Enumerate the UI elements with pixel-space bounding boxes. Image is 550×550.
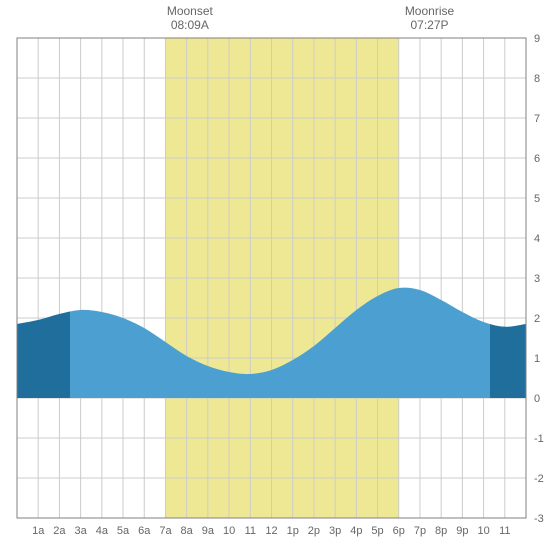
moonset-label: Moonset 08:09A bbox=[160, 4, 220, 33]
x-tick-label: 5p bbox=[371, 525, 383, 537]
moonrise-time: 07:27P bbox=[400, 18, 460, 32]
moonset-time: 08:09A bbox=[160, 18, 220, 32]
x-tick-label: 2a bbox=[53, 525, 66, 537]
x-tick-label: 6p bbox=[393, 525, 405, 537]
x-tick-label: 3a bbox=[75, 525, 88, 537]
x-tick-label: 4p bbox=[350, 525, 362, 537]
x-tick-label: 7p bbox=[414, 525, 426, 537]
x-tick-label: 8a bbox=[181, 525, 194, 537]
chart-canvas: 1a2a3a4a5a6a7a8a9a1011121p2p3p4p5p6p7p8p… bbox=[0, 0, 550, 550]
y-tick-label: 7 bbox=[534, 113, 540, 125]
x-tick-label: 3p bbox=[329, 525, 341, 537]
y-tick-label: 5 bbox=[534, 193, 540, 205]
y-tick-label: 0 bbox=[534, 393, 540, 405]
x-tick-label: 8p bbox=[435, 525, 447, 537]
x-axis: 1a 2a 3a 4a 5a 6a 7a 8a 9a 10 11 12 1p 2p 3p 4p 5p 6p 7p 8p… bbox=[32, 525, 510, 537]
y-tick-label: 8 bbox=[534, 73, 540, 85]
x-tick-label: 9p bbox=[456, 525, 468, 537]
x-tick-label: 7a bbox=[159, 525, 172, 537]
y-tick-label: 2 bbox=[534, 313, 540, 325]
y-tick-label: 4 bbox=[534, 233, 540, 245]
x-tick-label: 11 bbox=[245, 525, 256, 537]
y-tick-label: 6 bbox=[534, 153, 540, 165]
x-tick-label: 5a bbox=[117, 525, 130, 537]
x-tick-label: 11 bbox=[499, 525, 510, 537]
x-tick-label: 10 bbox=[477, 525, 489, 537]
x-tick-label: 9a bbox=[202, 525, 215, 537]
x-tick-label: 4a bbox=[96, 525, 109, 537]
y-tick-label: -2 bbox=[534, 473, 544, 485]
moonrise-label: Moonrise 07:27P bbox=[400, 4, 460, 33]
tide-chart: 1a2a3a4a5a6a7a8a9a1011121p2p3p4p5p6p7p8p… bbox=[0, 0, 550, 550]
y-tick-label: 3 bbox=[534, 273, 540, 285]
y-tick-label: 9 bbox=[534, 33, 540, 45]
y-tick-label: -1 bbox=[534, 433, 544, 445]
x-tick-label: 1p bbox=[287, 525, 299, 537]
x-tick-label: 6a bbox=[138, 525, 151, 537]
moonrise-title: Moonrise bbox=[400, 4, 460, 18]
x-tick-label: 1a bbox=[32, 525, 45, 537]
x-tick-label: 10 bbox=[223, 525, 235, 537]
moonset-title: Moonset bbox=[160, 4, 220, 18]
x-tick-label: 12 bbox=[265, 525, 277, 537]
y-tick-label: -3 bbox=[534, 513, 544, 525]
y-tick-label: 1 bbox=[534, 353, 540, 365]
x-tick-label: 2p bbox=[308, 525, 320, 537]
